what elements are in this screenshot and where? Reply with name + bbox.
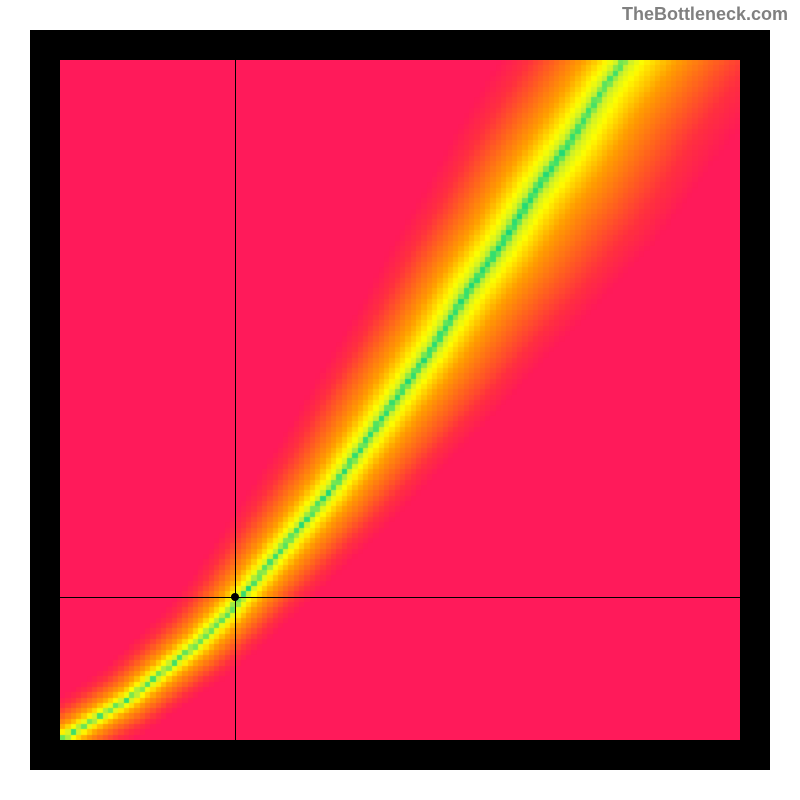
chart-container: TheBottleneck.com: [0, 0, 800, 800]
watermark-text: TheBottleneck.com: [622, 4, 788, 25]
plot-border: [30, 30, 770, 770]
crosshair-dot: [231, 593, 239, 601]
crosshair-vertical: [235, 60, 236, 740]
bottleneck-heatmap: [60, 60, 740, 740]
crosshair-horizontal: [60, 597, 740, 598]
plot-inner: [60, 60, 740, 740]
